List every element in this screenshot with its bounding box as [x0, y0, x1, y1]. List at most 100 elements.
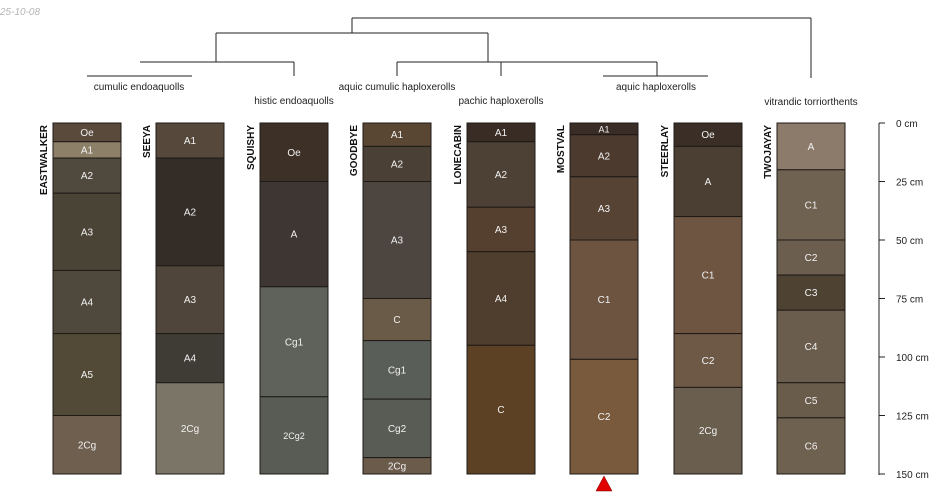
horizon-label: A5: [81, 370, 94, 381]
horizon-block: [362, 457, 432, 475]
horizon-block: [776, 309, 846, 384]
axis-tick-label: 25 cm: [896, 178, 923, 189]
soil-profile: A1 A2 A3 A4 C LONECABIN: [453, 122, 536, 475]
dendrogram-branch: [396, 61, 658, 76]
horizon-block: [155, 157, 225, 267]
horizon-block: [466, 344, 536, 475]
soil-profile: A1 A2 A3 C1 C2 MOSTVAL: [556, 122, 639, 475]
horizon-block: [776, 417, 846, 475]
horizon-label: A4: [184, 354, 197, 365]
soil-profile: A C1 C2 C3 C4 C5 C6 TWOJAYAY: [763, 122, 846, 475]
horizon-block: [362, 298, 432, 342]
soil-profile: Oe A Cg1 2Cg2 SQUISHY: [246, 122, 329, 475]
horizon-block: [466, 251, 536, 346]
dendrogram-branch: [140, 61, 295, 76]
horizon-label: C: [497, 405, 504, 416]
profile-name: SQUISHY: [246, 125, 257, 170]
horizon-label: C6: [805, 441, 818, 452]
horizon-label: Cg1: [285, 337, 304, 348]
horizon-label: C1: [598, 295, 611, 306]
horizon-label: A3: [81, 227, 94, 238]
horizon-block: [466, 206, 536, 253]
profile-name: TWOJAYAY: [763, 125, 774, 179]
horizon-label: A1: [184, 136, 197, 147]
horizon-block: [52, 192, 122, 271]
horizon-label: 2Cg: [181, 424, 199, 435]
profile-name: GOODBYE: [349, 125, 360, 176]
horizon-block: [673, 386, 743, 475]
horizon-label: Oe: [287, 148, 301, 159]
group-label: vitrandic torriorthents: [764, 97, 857, 108]
horizon-label: C3: [805, 288, 818, 299]
horizon-label: A1: [81, 145, 94, 156]
horizon-block: [466, 141, 536, 208]
horizon-block: [569, 358, 639, 475]
horizon-label: Oe: [80, 128, 94, 139]
horizon-block: [259, 181, 329, 288]
horizon-label: A3: [391, 236, 404, 247]
horizon-block: [569, 176, 639, 241]
horizon-label: C4: [805, 342, 818, 353]
horizon-block: [259, 122, 329, 182]
horizon-block: [155, 265, 225, 335]
group-label: pachic haploxerolls: [458, 96, 543, 107]
profile-name: MOSTVAL: [556, 125, 567, 173]
horizon-label: Cg1: [388, 365, 407, 376]
horizon-block: [52, 333, 122, 417]
group-label: aquic haploxerolls: [616, 82, 696, 93]
group-label: aquic cumulic haploxerolls: [339, 82, 456, 93]
selection-marker-icon: [595, 475, 613, 492]
date-stamp: 25-10-08: [0, 7, 41, 18]
horizon-label: A2: [81, 171, 94, 182]
depth-axis: 0 cm 25 cm 50 cm 75 cm 100 cm 125 cm 150 cm: [878, 119, 929, 481]
horizon-label: A: [705, 177, 712, 188]
horizon-block: [259, 286, 329, 398]
horizon-block: [673, 333, 743, 388]
profile-name: STEERLAY: [660, 125, 671, 178]
profile-name: SEEYA: [142, 125, 153, 158]
horizon-block: [155, 333, 225, 384]
horizon-label: A4: [81, 298, 94, 309]
horizon-label: C1: [702, 271, 715, 282]
axis-tick-label: 150 cm: [896, 470, 929, 481]
soil-profile: Oe A C1 C2 2Cg STEERLAY: [660, 122, 743, 475]
horizon-block: [776, 274, 846, 311]
dendrogram: [87, 17, 812, 78]
axis-tick-label: 50 cm: [896, 236, 923, 247]
soil-profile: A1 A2 A3 C Cg1 Cg2 2Cg GOODBYE: [349, 122, 432, 475]
group-label: histic endoaquolls: [254, 96, 334, 107]
soil-profile: A1 A2 A3 A4 2Cg SEEYA: [142, 122, 225, 475]
horizon-label: C2: [702, 356, 715, 367]
horizon-label: A3: [598, 204, 611, 215]
horizon-label: Cg2: [388, 424, 407, 435]
axis-tick-label: 100 cm: [896, 353, 929, 364]
horizon-label: C: [393, 315, 400, 326]
marker-layer: [595, 475, 613, 492]
horizon-label: A2: [598, 151, 611, 162]
horizon-block: [259, 396, 329, 475]
profile-name: LONECABIN: [453, 125, 464, 184]
horizon-label: A3: [495, 225, 508, 236]
horizon-label: C2: [805, 253, 818, 264]
profile-name: EASTWALKER: [39, 124, 50, 195]
horizon-label: A: [291, 230, 298, 241]
horizon-label: A1: [495, 128, 508, 139]
horizon-block: [569, 134, 639, 178]
horizon-block: [155, 382, 225, 475]
horizon-block: [362, 398, 432, 459]
horizon-label: C1: [805, 200, 818, 211]
horizon-block: [362, 145, 432, 182]
horizon-label: 2Cg: [388, 461, 406, 472]
horizon-block: [155, 122, 225, 159]
horizon-label: Oe: [701, 130, 715, 141]
horizon-block: [52, 269, 122, 335]
axis-tick-label: 0 cm: [896, 119, 918, 130]
horizon-label: C2: [598, 412, 611, 423]
axis-tick-label: 75 cm: [896, 295, 923, 306]
horizon-block: [776, 382, 846, 419]
profiles-layer: Oe A1 A2 A3 A4 A5 2Cg EASTWALKER A1 A2 A3 A4 2Cg SEEY…: [39, 122, 846, 475]
dendrogram-branch: [351, 17, 812, 78]
horizon-label: A2: [391, 159, 404, 170]
horizon-block: [362, 181, 432, 299]
